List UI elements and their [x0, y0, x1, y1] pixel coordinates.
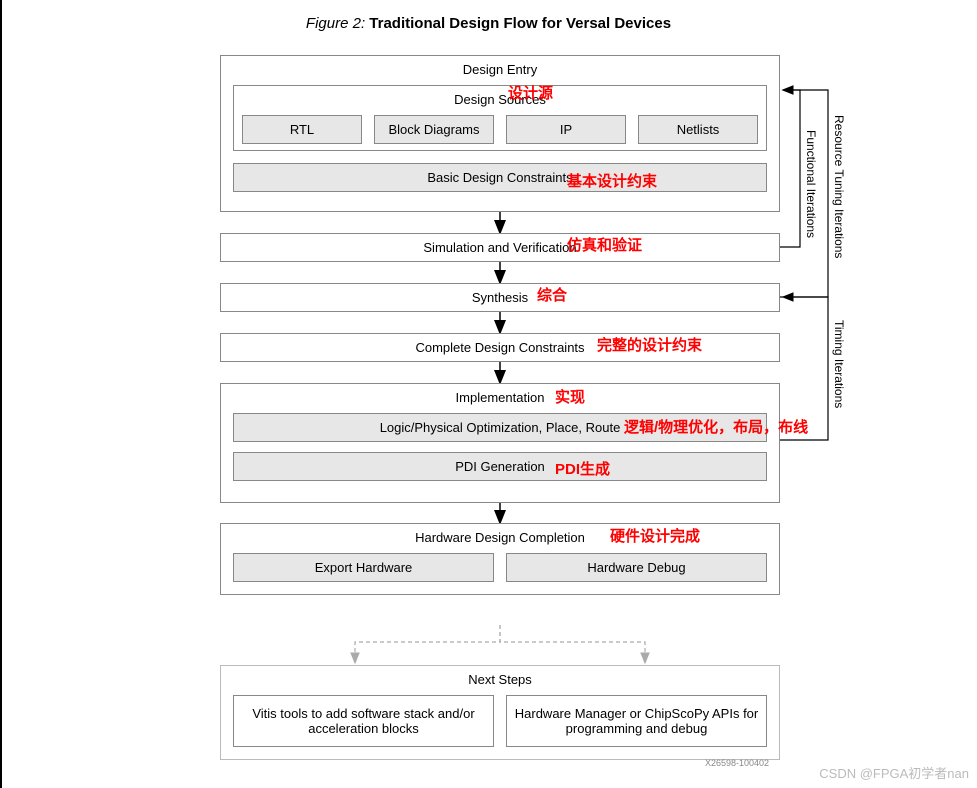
design-sources-row: RTL Block Diagrams IP Netlists [242, 115, 758, 144]
hw-completion-row: Export Hardware Hardware Debug [233, 553, 767, 582]
ann-logic-phys: 逻辑/物理优化，布局，布线 [624, 416, 808, 437]
ann-complete-constraints: 完整的设计约束 [597, 334, 702, 355]
figure-prefix: Figure 2: [306, 15, 365, 32]
next-steps-row: Vitis tools to add software stack and/or… [233, 695, 767, 747]
ann-pdi: PDI生成 [555, 458, 610, 479]
left-border [0, 0, 2, 788]
ann-synthesis: 综合 [537, 284, 567, 305]
figure-main-title: Traditional Design Flow for Versal Devic… [369, 15, 671, 32]
box-block-diagrams: Block Diagrams [374, 115, 494, 144]
figure-id: X26598-100402 [705, 758, 769, 768]
stage-next-steps: Next Steps Vitis tools to add software s… [220, 665, 780, 760]
box-hw-debug: Hardware Debug [506, 553, 767, 582]
label-resource-iterations: Resource Tuning Iterations [832, 115, 846, 258]
sim-verify-title: Simulation and Verification [423, 240, 576, 255]
box-vitis: Vitis tools to add software stack and/or… [233, 695, 494, 747]
box-pdi: PDI Generation [233, 452, 767, 481]
stage-synthesis: Synthesis [220, 283, 780, 312]
stage-implementation: Implementation Logic/Physical Optimizati… [220, 383, 780, 503]
box-netlists: Netlists [638, 115, 758, 144]
ann-design-sources: 设计源 [508, 82, 553, 103]
label-timing-iterations: Timing Iterations [832, 320, 846, 408]
box-export-hw: Export Hardware [233, 553, 494, 582]
ann-hw-completion: 硬件设计完成 [610, 525, 700, 546]
implementation-title: Implementation [221, 384, 779, 413]
complete-constraints-title: Complete Design Constraints [415, 340, 584, 355]
box-hwmgr: Hardware Manager or ChipScoPy APIs for p… [506, 695, 767, 747]
box-ip: IP [506, 115, 626, 144]
synthesis-title: Synthesis [472, 290, 528, 305]
watermark: CSDN @FPGA初学者nan [819, 763, 969, 782]
next-steps-title: Next Steps [221, 666, 779, 695]
stage-sim-verify: Simulation and Verification [220, 233, 780, 262]
label-functional-iterations: Functional Iterations [804, 130, 818, 238]
design-sources-title: Design Sources [242, 92, 758, 107]
ann-sim-verify: 仿真和验证 [567, 234, 642, 255]
design-entry-title: Design Entry [221, 56, 779, 85]
ann-basic-constraints: 基本设计约束 [567, 170, 657, 191]
stage-design-entry: Design Entry Design Sources RTL Block Di… [220, 55, 780, 212]
ann-implementation: 实现 [555, 386, 585, 407]
box-rtl: RTL [242, 115, 362, 144]
box-basic-constraints: Basic Design Constraints [233, 163, 767, 192]
design-sources-frame: Design Sources RTL Block Diagrams IP Net… [233, 85, 767, 151]
figure-title: Figure 2: Traditional Design Flow for Ve… [0, 15, 977, 32]
